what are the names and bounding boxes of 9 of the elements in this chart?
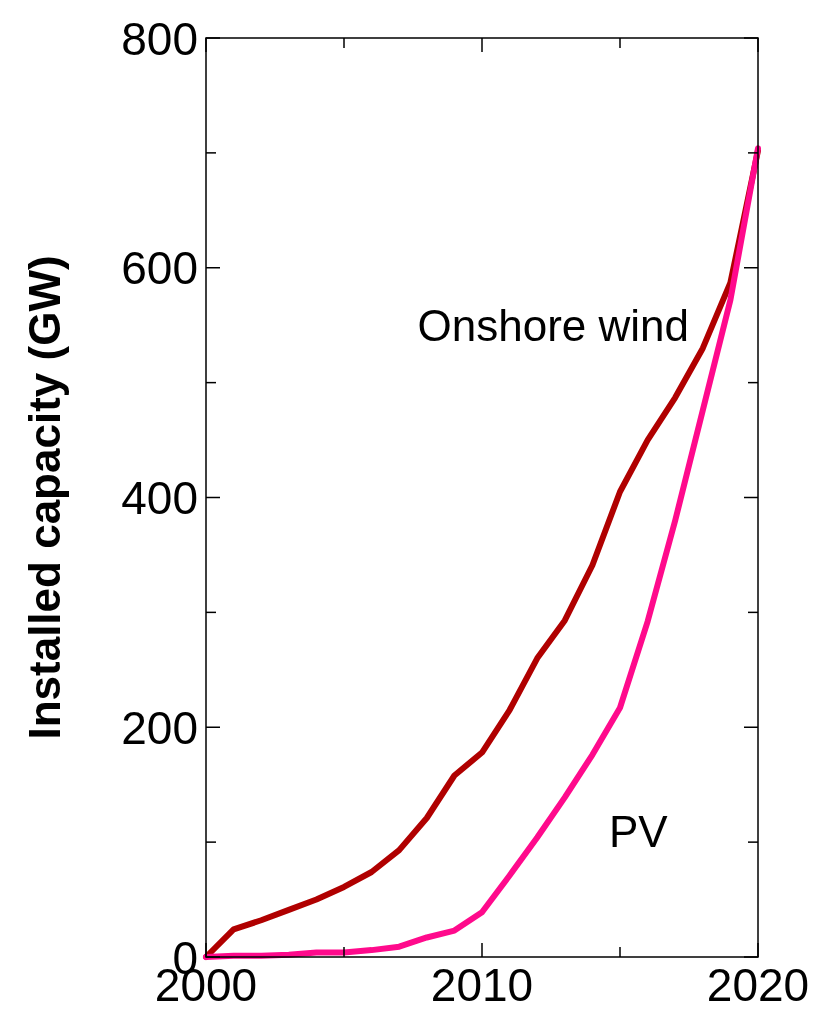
y-tick-label: 200 bbox=[121, 701, 198, 754]
y-tick-label: 600 bbox=[121, 242, 198, 295]
x-tick-label: 2020 bbox=[706, 959, 810, 1011]
y-tick-label: 800 bbox=[121, 12, 198, 65]
y-axis-title: Installed capacity (GW) bbox=[20, 255, 69, 740]
series-label: PV bbox=[608, 806, 669, 856]
x-tick-label: 2010 bbox=[430, 959, 534, 1011]
y-tick-label: 400 bbox=[121, 472, 198, 525]
series-label: Onshore wind bbox=[417, 301, 689, 351]
